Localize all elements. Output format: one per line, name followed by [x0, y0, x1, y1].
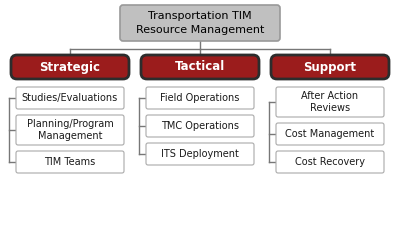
FancyBboxPatch shape	[16, 115, 124, 145]
FancyBboxPatch shape	[276, 87, 384, 117]
FancyBboxPatch shape	[276, 151, 384, 173]
Text: After Action
Reviews: After Action Reviews	[302, 91, 358, 113]
FancyBboxPatch shape	[16, 151, 124, 173]
FancyBboxPatch shape	[11, 55, 129, 79]
Text: Field Operations: Field Operations	[160, 93, 240, 103]
Text: Cost Management: Cost Management	[285, 129, 375, 139]
Text: Cost Recovery: Cost Recovery	[295, 157, 365, 167]
FancyBboxPatch shape	[141, 55, 259, 79]
FancyBboxPatch shape	[276, 123, 384, 145]
Text: TIM Teams: TIM Teams	[44, 157, 96, 167]
Text: Strategic: Strategic	[40, 61, 100, 73]
Text: Tactical: Tactical	[175, 61, 225, 73]
FancyBboxPatch shape	[146, 143, 254, 165]
Text: ITS Deployment: ITS Deployment	[161, 149, 239, 159]
Text: Planning/Program
Management: Planning/Program Management	[27, 119, 113, 141]
Text: Support: Support	[304, 61, 356, 73]
FancyBboxPatch shape	[16, 87, 124, 109]
Text: Transportation TIM
Resource Management: Transportation TIM Resource Management	[136, 11, 264, 35]
FancyBboxPatch shape	[120, 5, 280, 41]
Text: Studies/Evaluations: Studies/Evaluations	[22, 93, 118, 103]
Text: TMC Operations: TMC Operations	[161, 121, 239, 131]
FancyBboxPatch shape	[146, 87, 254, 109]
FancyBboxPatch shape	[271, 55, 389, 79]
FancyBboxPatch shape	[146, 115, 254, 137]
